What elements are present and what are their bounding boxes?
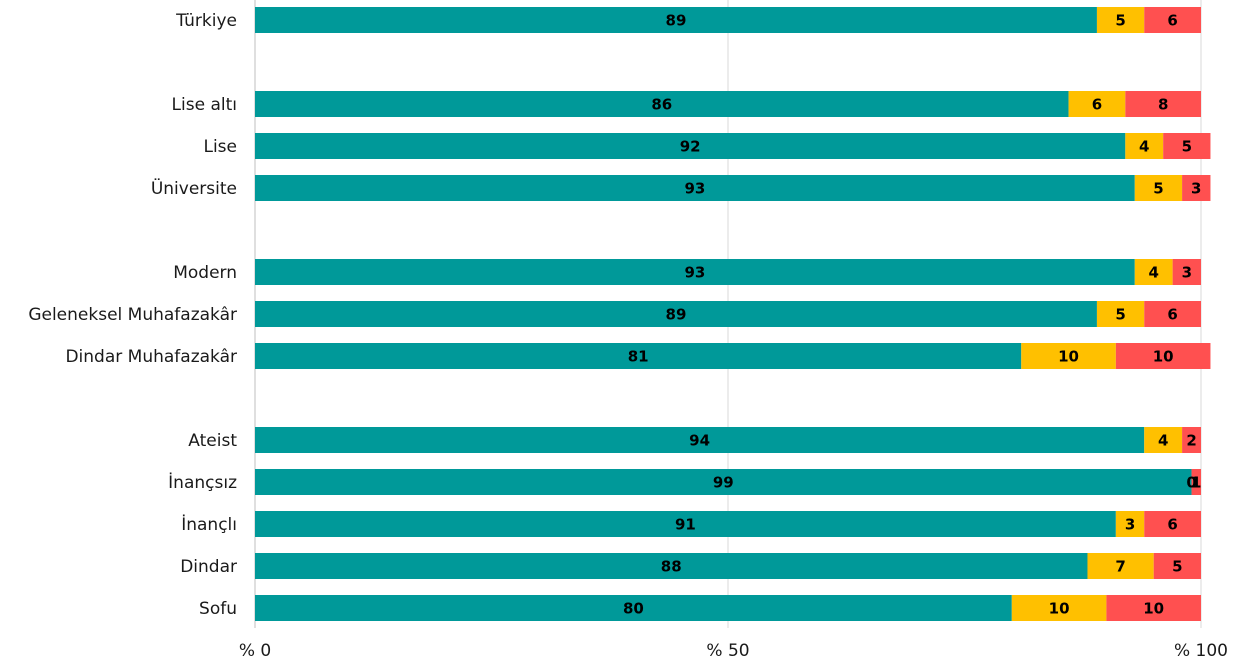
data-label: 3	[1182, 264, 1192, 282]
data-label: 93	[684, 180, 705, 198]
data-label: 6	[1167, 306, 1177, 324]
bar-segment-2	[1021, 343, 1116, 369]
data-label: 93	[684, 264, 705, 282]
x-tick-label: % 0	[239, 641, 271, 661]
data-label: 94	[689, 432, 710, 450]
bar-segment-1	[255, 469, 1192, 495]
category-label: İnançlı	[181, 514, 237, 535]
bar-segment-1	[255, 301, 1097, 327]
data-label: 5	[1115, 306, 1125, 324]
data-label: 86	[651, 96, 672, 114]
x-axis-ticks: % 0 % 50 % 100	[239, 641, 1228, 661]
data-label: 7	[1115, 558, 1125, 576]
category-label: Geleneksel Muhafazakâr	[28, 305, 237, 325]
bar-segment-1	[255, 259, 1135, 285]
data-label: 10	[1049, 600, 1070, 618]
data-label: 5	[1172, 558, 1182, 576]
data-label: 3	[1191, 180, 1201, 198]
data-label: 4	[1158, 432, 1168, 450]
bar-segment-3	[1144, 511, 1201, 537]
bar-segment-2	[1096, 7, 1145, 33]
category-label: Lise altı	[172, 95, 237, 115]
data-label: 3	[1125, 516, 1135, 534]
data-label: 6	[1167, 12, 1177, 30]
bar-segment-3	[1191, 469, 1201, 495]
bar-segment-1	[255, 7, 1097, 33]
bar-segment-2	[1134, 175, 1183, 201]
data-label: 2	[1186, 432, 1196, 450]
data-label: 8	[1158, 96, 1168, 114]
bar-segment-1	[255, 595, 1012, 621]
bar-segment-3	[1182, 175, 1211, 201]
bar-segment-3	[1144, 7, 1201, 33]
bar-segment-2	[1144, 427, 1183, 453]
category-label: Ateist	[188, 431, 237, 451]
bar-segment-1	[255, 511, 1116, 537]
bar-segment-3	[1153, 553, 1201, 579]
bars	[255, 7, 1211, 621]
data-label: 81	[628, 348, 649, 366]
category-labels: Türkiye Lise altı Lise Üniversite Modern Gele…	[28, 11, 237, 619]
data-label: 91	[675, 516, 696, 534]
category-label: Sofu	[199, 599, 237, 619]
bar-segment-2	[1125, 133, 1164, 159]
data-label: 10	[1143, 600, 1164, 618]
bar-segment-1	[255, 553, 1088, 579]
bar-segment-2	[1134, 259, 1173, 285]
data-label: 6	[1167, 516, 1177, 534]
data-label: 80	[623, 600, 644, 618]
bar-segment-3	[1182, 427, 1201, 453]
category-label: Üniversite	[151, 177, 237, 199]
data-label: 10	[1058, 348, 1079, 366]
bar-segment-2	[1011, 595, 1107, 621]
bar-segment-1	[255, 175, 1135, 201]
bar-segment-2	[1068, 91, 1126, 117]
data-label: 1	[1191, 474, 1201, 492]
bar-segment-2	[1115, 511, 1145, 537]
data-label: 92	[680, 138, 701, 156]
bar-segment-3	[1115, 343, 1211, 369]
data-label: 5	[1153, 180, 1163, 198]
data-label: 89	[666, 12, 687, 30]
data-label: 5	[1182, 138, 1192, 156]
bar-segment-1	[255, 343, 1022, 369]
bar-segment-2	[1096, 301, 1145, 327]
x-tick-label: % 100	[1174, 641, 1228, 661]
category-label: İnançsız	[168, 472, 237, 493]
bar-segment-3	[1163, 133, 1211, 159]
category-label: Türkiye	[175, 11, 237, 31]
bar-segment-1	[255, 133, 1126, 159]
category-label: Dindar	[180, 557, 237, 577]
bar-segment-1	[255, 91, 1069, 117]
bar-segment-3	[1125, 91, 1201, 117]
bar-segment-3	[1172, 259, 1201, 285]
bar-segment-1	[255, 427, 1145, 453]
data-label: 99	[713, 474, 734, 492]
data-label: 10	[1153, 348, 1174, 366]
category-label: Modern	[173, 263, 237, 283]
data-label: 4	[1139, 138, 1149, 156]
category-label: Dindar Muhafazakâr	[65, 347, 237, 367]
x-tick-label: % 50	[706, 641, 749, 661]
data-label: 88	[661, 558, 682, 576]
data-label: 4	[1148, 264, 1158, 282]
bar-segment-2	[1087, 553, 1154, 579]
data-label: 6	[1092, 96, 1102, 114]
data-label: 5	[1115, 12, 1125, 30]
category-label: Lise	[203, 137, 237, 157]
data-label: 0	[1186, 474, 1196, 492]
data-label: 89	[666, 306, 687, 324]
bar-segment-3	[1144, 301, 1201, 327]
bar-segment-3	[1106, 595, 1201, 621]
